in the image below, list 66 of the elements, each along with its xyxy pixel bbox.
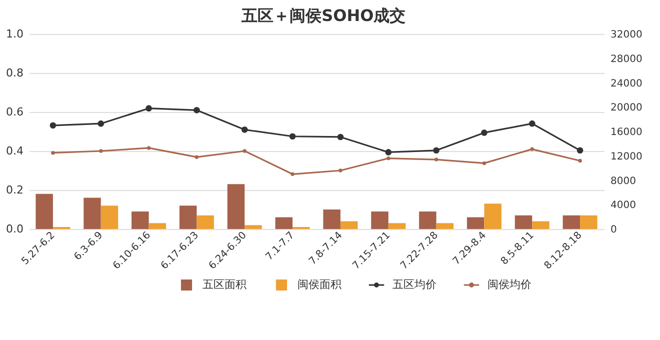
bar	[132, 211, 149, 229]
bar	[514, 215, 532, 229]
bar	[196, 215, 214, 229]
y-tick-label: 0.4	[6, 144, 24, 158]
point	[289, 133, 296, 140]
legend-label: 闽侯面积	[298, 278, 342, 291]
legend-label: 闽侯均价	[488, 278, 532, 291]
point	[530, 147, 534, 152]
point	[241, 126, 248, 133]
bar	[275, 217, 293, 229]
point	[50, 122, 56, 129]
point	[51, 150, 55, 155]
y2-tick-label: 8000	[610, 176, 636, 187]
y2-tick-label: 20000	[610, 102, 642, 114]
point	[481, 130, 488, 136]
bar	[179, 206, 197, 229]
legend-label: 五区面积	[202, 278, 246, 291]
legend-label: 五区均价	[392, 278, 436, 291]
y-tick-label: 1.0	[6, 28, 24, 40]
point	[337, 134, 344, 140]
chart-title: 五区＋闽侯SOHO成交	[240, 6, 406, 25]
point	[290, 172, 294, 176]
bar	[84, 198, 101, 229]
bar	[227, 184, 245, 229]
point	[146, 146, 151, 150]
y-tick-label: 0.8	[6, 66, 24, 80]
y2-tick-label: 16000	[610, 127, 642, 138]
point	[99, 149, 103, 153]
bar	[340, 221, 358, 229]
point	[482, 161, 486, 166]
point	[385, 149, 392, 156]
y2-tick-label: 32000	[610, 30, 642, 40]
bar	[466, 217, 484, 229]
bar	[100, 206, 118, 229]
y-tick-label: 0.6	[6, 106, 24, 118]
point	[528, 120, 536, 127]
bar	[484, 204, 502, 229]
point	[576, 147, 584, 154]
bar	[323, 210, 340, 229]
point	[146, 105, 152, 112]
y2-tick-label: 28000	[610, 54, 642, 65]
point	[434, 158, 438, 162]
y2-tick-label: 0	[610, 224, 617, 236]
bar	[148, 223, 166, 229]
point	[578, 158, 582, 163]
bar	[36, 194, 53, 229]
point	[242, 149, 246, 153]
bar	[562, 215, 580, 229]
point	[386, 156, 390, 160]
point	[194, 107, 200, 114]
bar	[532, 221, 550, 229]
bar	[436, 223, 454, 229]
y2-tick-label: 12000	[610, 151, 642, 162]
bar	[244, 225, 262, 229]
point	[98, 120, 104, 127]
bar	[371, 211, 388, 229]
bar	[388, 223, 406, 229]
bar	[419, 211, 436, 229]
y-tick-label: 0.0	[6, 222, 24, 236]
y-tick-label: 0.2	[6, 184, 24, 196]
point	[338, 168, 342, 172]
bar	[580, 215, 598, 229]
point	[433, 147, 440, 154]
y2-tick-label: 4000	[610, 200, 636, 212]
y2-tick-label: 24000	[610, 78, 642, 90]
point	[194, 155, 199, 159]
